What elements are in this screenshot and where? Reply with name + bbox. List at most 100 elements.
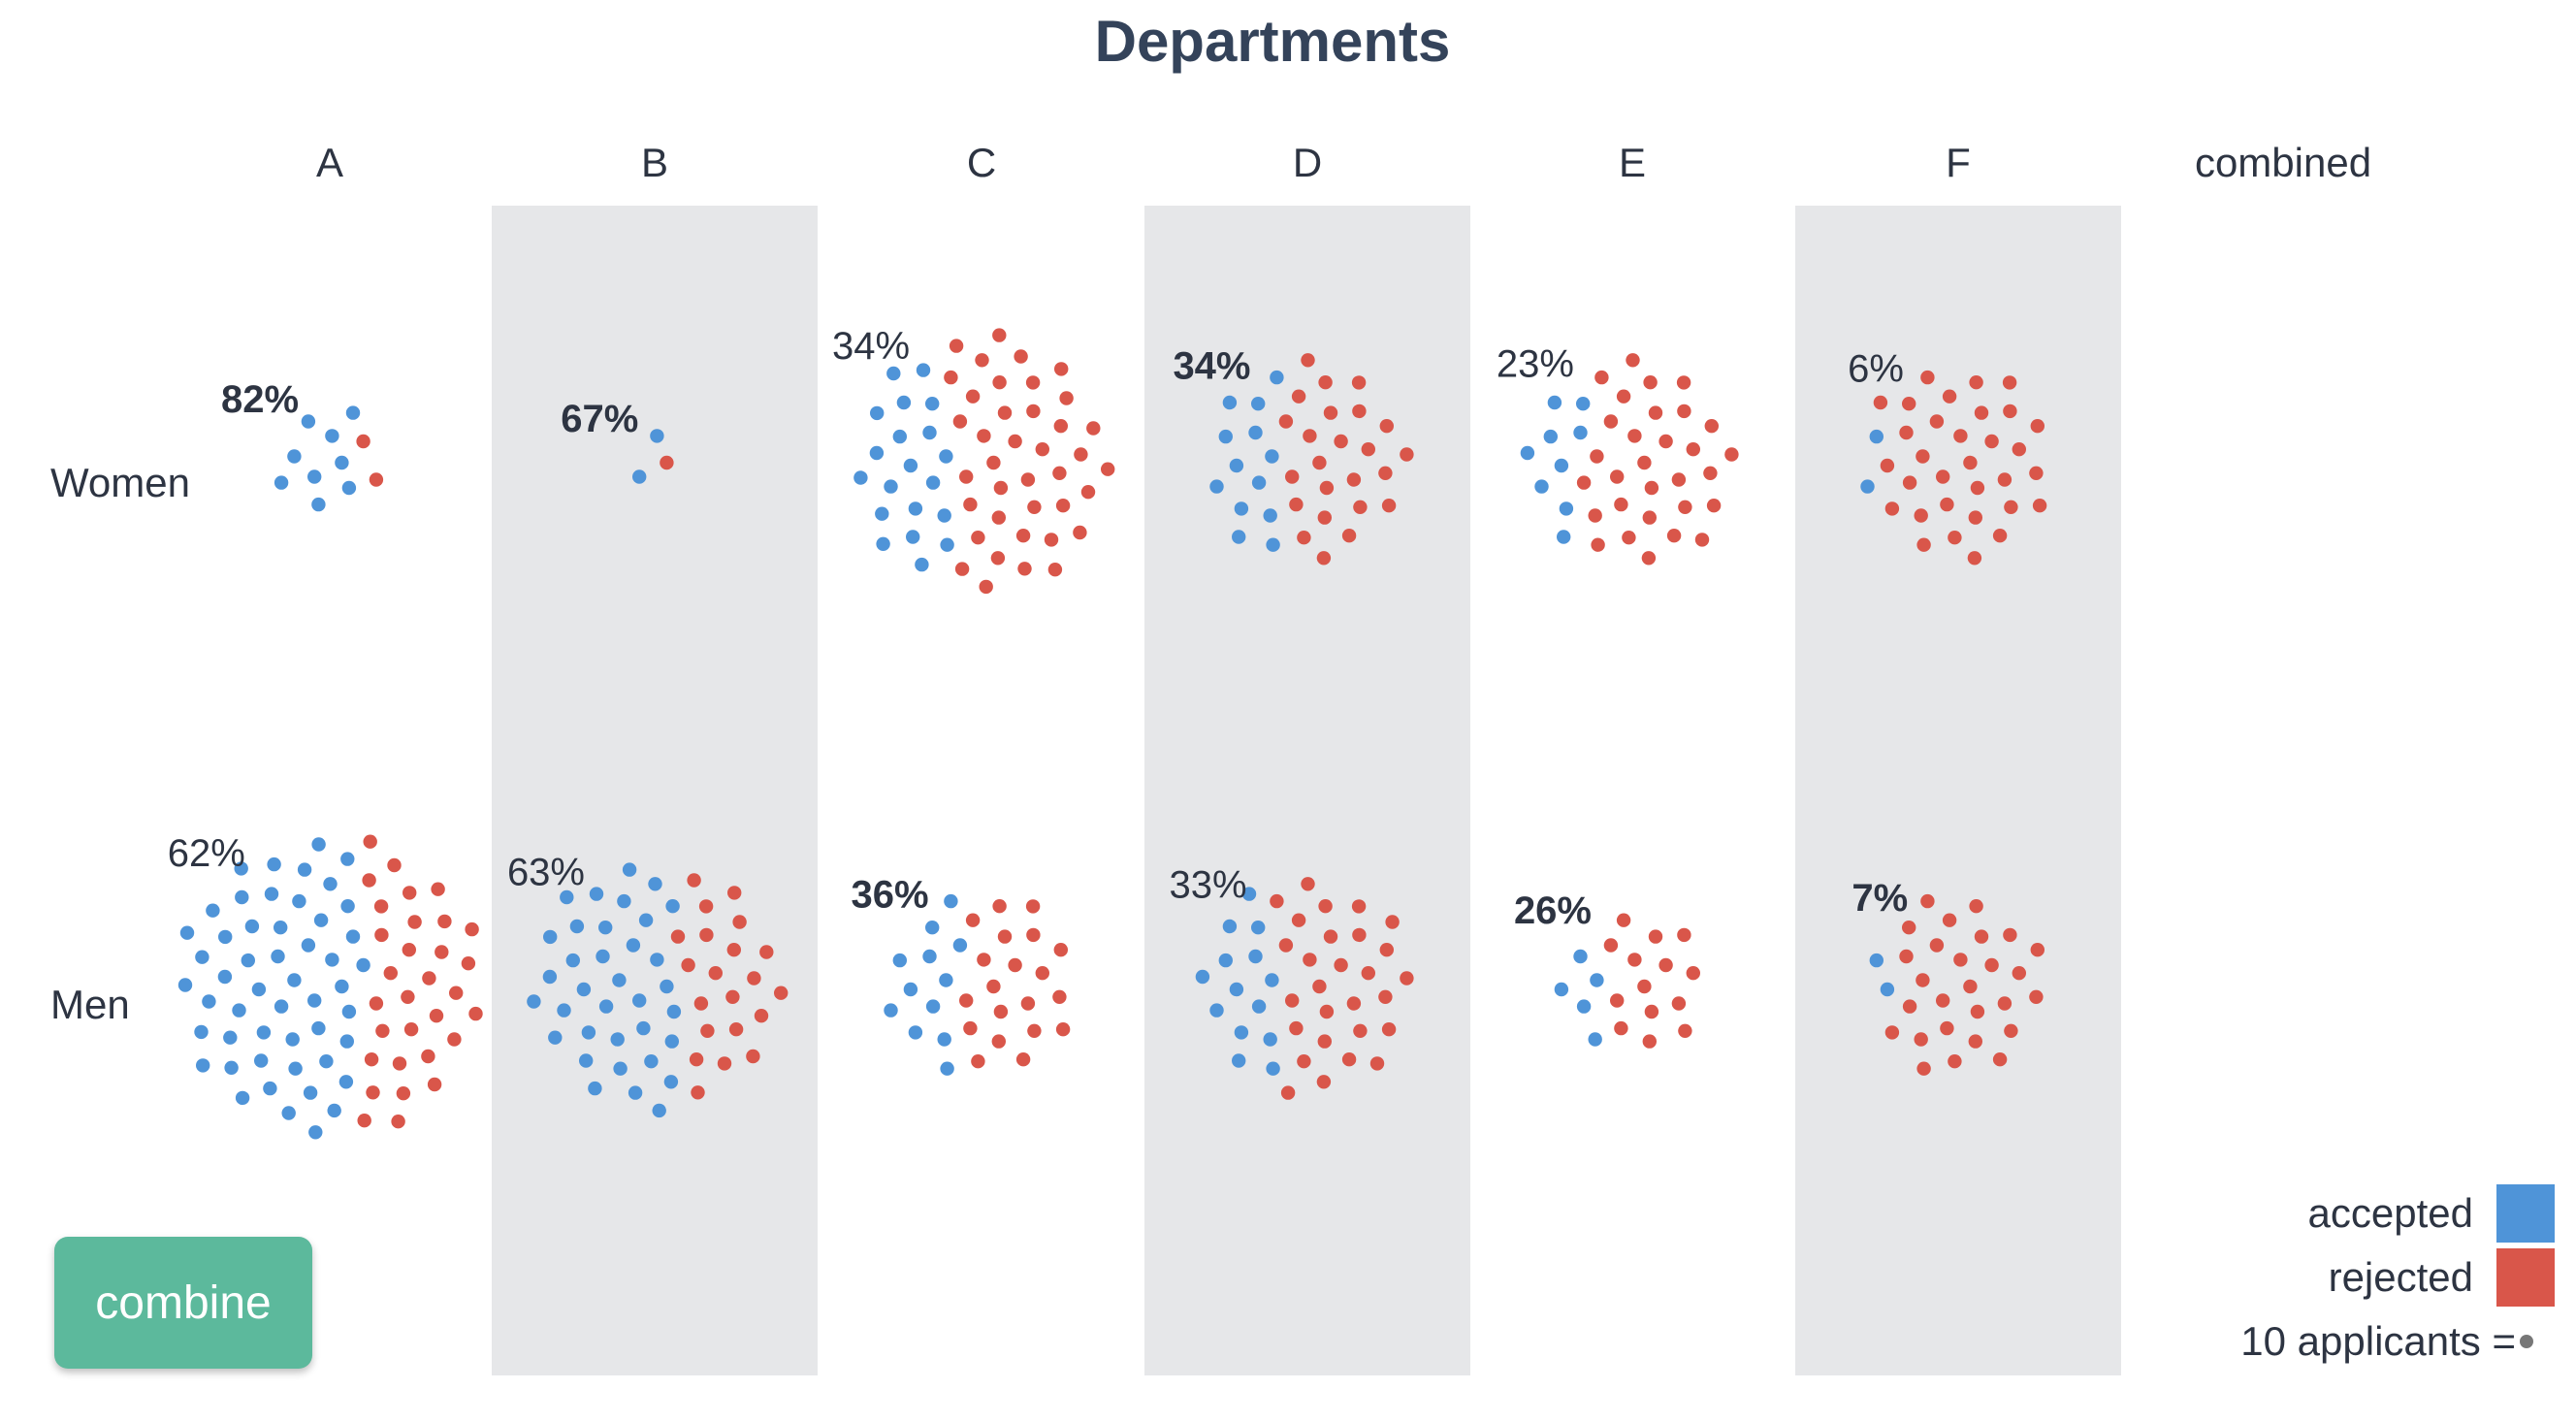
rejected-dot [1312,455,1327,470]
accepted-dot [285,1032,300,1047]
rejected-dot [689,1052,704,1067]
rejected-dot [1055,499,1071,513]
rejected-dot [1948,531,1962,545]
accepted-dot [244,919,260,934]
accepted-dot [251,982,267,997]
rejected-dot [1020,996,1036,1011]
rejected-dot [944,370,958,385]
accepted-dot [892,953,907,968]
accepted-dot [1554,982,1569,997]
rejected-dot [1644,480,1659,496]
accepted-dot [1263,1032,1277,1047]
accepted-dot [1248,425,1263,440]
accepted-dot [908,1025,923,1040]
accepted-dot [870,405,885,421]
accepted-dot [1265,973,1279,987]
rejected-dot [1052,989,1067,1004]
rejected-dot [1015,1052,1031,1067]
accepted-dot [1543,429,1559,444]
rejected-dot [952,414,968,429]
rejected-dot [1053,943,1069,957]
rejected-dot [1280,1085,1296,1100]
legend-unit-label: 10 applicants = [2240,1318,2516,1364]
cluster-women-c: 34% [832,325,1115,595]
rejected-dot [1385,915,1400,929]
accepted-dot [218,929,233,945]
rejected-dot [1080,485,1096,500]
accepted-dot [542,969,558,985]
rejected-dot [1015,529,1031,543]
accepted-dot [202,994,216,1009]
legend-rejected-label: rejected [2328,1254,2473,1300]
rejected-dot [1936,993,1950,1008]
accepted-dot [664,1034,679,1049]
accepted-dot [903,458,918,473]
accepted-dot [666,1004,682,1019]
accepted-dot [1251,475,1267,490]
rejected-dot [422,971,436,986]
accepted-dot [340,852,355,866]
rejected-dot [1942,389,1957,404]
rejected-dot [992,375,1007,390]
rejected-dot [1017,562,1032,576]
rejected-dot [2003,404,2017,419]
rejected-dot [1323,405,1338,420]
accepted-dot [543,929,558,945]
rejected-dot [997,405,1013,420]
rejected-dot [1666,529,1682,543]
rejected-dot [1008,957,1022,973]
rejected-dot [732,915,747,929]
rejected-dot [1902,999,1917,1014]
combine-button[interactable]: combine [54,1237,312,1369]
accepted-dot [256,1025,272,1040]
accepted-dot [341,480,357,496]
accepted-dot [345,405,361,420]
accepted-dot [663,1075,679,1089]
accepted-dot [628,1085,643,1100]
accepted-dot [303,1085,318,1100]
rejected-dot [1026,927,1041,943]
rejected-dot [1614,1020,1628,1036]
percent-label-men-b: 63% [507,852,585,894]
rejected-dot [997,929,1013,944]
rejected-dot [1648,929,1663,944]
percent-label-men-c: 36% [852,874,929,917]
rejected-dot [364,1052,379,1067]
rejected-dot [2030,419,2045,434]
accepted-dot [311,837,326,852]
rejected-dot [1334,434,1348,449]
rejected-dot [1916,449,1930,464]
rejected-dot [1968,510,1983,525]
accepted-dot [263,1081,277,1096]
rejected-dot [369,996,384,1011]
accepted-dot [560,889,574,905]
rejected-dot [1361,966,1376,981]
rejected-dot [1301,877,1315,891]
rejected-dot [1968,1034,1983,1049]
rejected-dot [1704,419,1720,434]
accepted-dot [1860,479,1875,494]
dot-clusters: 82% 67% 34% 34% 23% 6% 62% 63% 36% 33% 26% 7% [168,325,2047,1140]
rejected-dot [725,989,740,1004]
rejected-dot [1974,929,1989,944]
rejected-dot [1970,480,1985,496]
rejected-dot [992,899,1007,914]
accepted-dot [1195,969,1210,985]
rejected-dot [468,1006,483,1021]
accepted-dot [335,455,349,470]
rejected-dot [431,882,445,896]
rejected-dot [402,886,417,900]
rejected-dot [1644,1004,1659,1019]
rejected-dot [383,966,398,981]
accepted-dot [626,938,641,953]
rejected-dot [2012,442,2026,457]
accepted-dot [925,921,940,935]
accepted-dot [235,889,249,905]
column-label-b: B [641,140,668,185]
accepted-dot [944,893,958,909]
column-label-f: F [1946,140,1971,185]
accepted-dot [1559,501,1574,516]
accepted-dot [1209,479,1224,494]
